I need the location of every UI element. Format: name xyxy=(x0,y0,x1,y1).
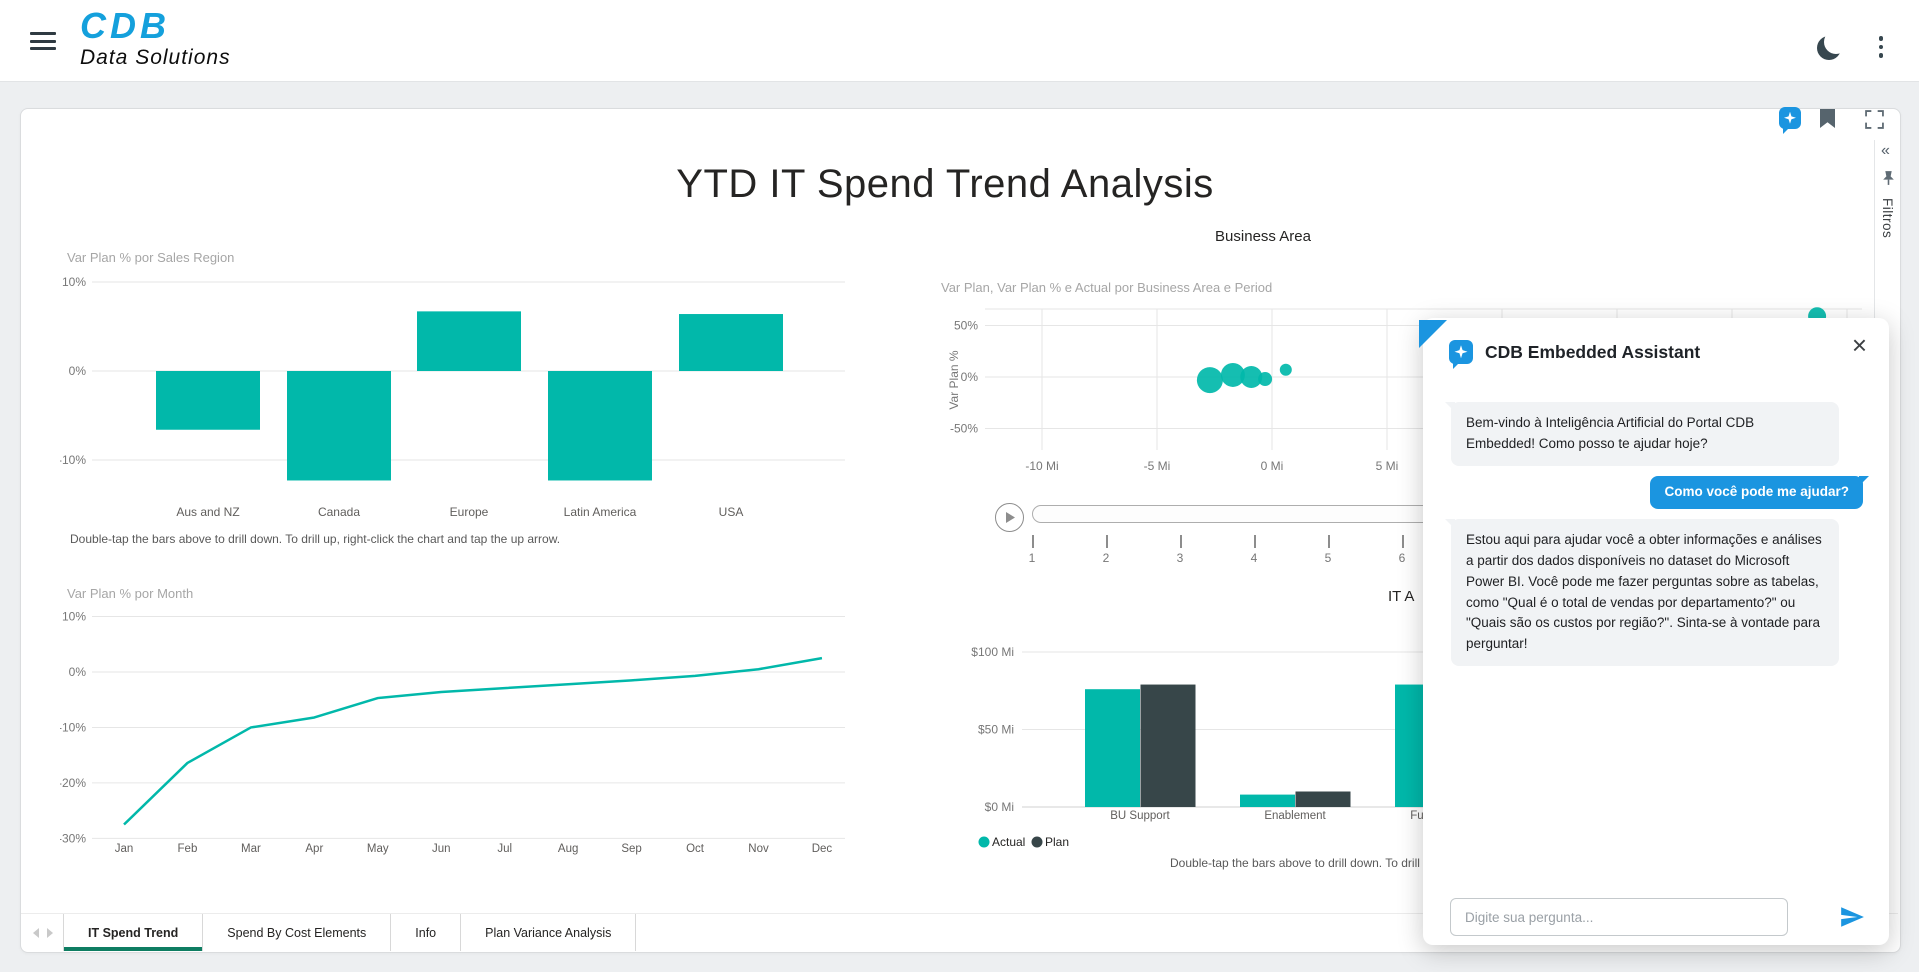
svg-text:Var Plan %: Var Plan % xyxy=(947,350,961,409)
svg-text:$50 Mi: $50 Mi xyxy=(978,723,1014,737)
send-icon[interactable] xyxy=(1839,904,1865,930)
svg-text:Dec: Dec xyxy=(812,843,833,855)
svg-text:$100 Mi: $100 Mi xyxy=(971,645,1014,659)
sparkle-icon xyxy=(1784,111,1796,124)
svg-text:-10%: -10% xyxy=(60,720,86,734)
play-tick xyxy=(1328,535,1330,548)
svg-text:Jul: Jul xyxy=(497,843,512,855)
fullscreen-icon[interactable] xyxy=(1865,110,1884,129)
svg-text:Enablement: Enablement xyxy=(1264,810,1326,822)
svg-text:0%: 0% xyxy=(961,370,979,384)
play-tick xyxy=(1032,535,1034,548)
svg-text:-5 Mi: -5 Mi xyxy=(1144,459,1171,473)
svg-text:0 Mi: 0 Mi xyxy=(1261,459,1284,473)
svg-text:Europe: Europe xyxy=(450,505,489,519)
expand-filters-icon[interactable]: « xyxy=(1881,142,1890,159)
svg-text:Canada: Canada xyxy=(318,505,360,519)
svg-text:May: May xyxy=(367,843,389,855)
svg-text:10%: 10% xyxy=(62,275,86,289)
svg-text:BU Support: BU Support xyxy=(1110,810,1170,822)
month-line-chart[interactable]: 10% 0% -10% -20% -30% Jan Feb Mar Apr May Jun Jul Au… xyxy=(60,580,860,870)
svg-text:Sep: Sep xyxy=(621,843,641,855)
tabs-previous-icon[interactable] xyxy=(33,927,39,938)
assistant-question-input[interactable] xyxy=(1450,898,1788,936)
region-chart-footnote: Double-tap the bars above to drill down.… xyxy=(70,532,561,546)
svg-text:Jun: Jun xyxy=(432,843,451,855)
play-tick-label: 1 xyxy=(1028,551,1036,565)
grouped-chart-footnote: Double-tap the bars above to drill down.… xyxy=(1170,856,1430,870)
month-line-chart-title: Var Plan % por Month xyxy=(67,586,194,601)
play-tick-label: 4 xyxy=(1250,551,1258,565)
assistant-messages: Bem-vindo à Inteligência Artificial do P… xyxy=(1445,402,1869,667)
play-icon xyxy=(1006,512,1015,523)
tab-info[interactable]: Info xyxy=(391,914,462,951)
play-tick xyxy=(1254,535,1256,548)
svg-text:-30%: -30% xyxy=(60,831,86,845)
svg-text:Latin America: Latin America xyxy=(564,505,637,519)
play-tick-label: 5 xyxy=(1324,551,1332,565)
chat-message-bot: Bem-vindo à Inteligência Artificial do P… xyxy=(1445,402,1839,466)
menu-icon[interactable] xyxy=(30,32,56,50)
svg-text:Fu: Fu xyxy=(1410,810,1423,822)
svg-text:-10%: -10% xyxy=(60,453,86,467)
svg-text:$0 Mi: $0 Mi xyxy=(985,800,1014,814)
filters-pane-label: Filtros xyxy=(1880,198,1895,239)
panel-corner-fold xyxy=(1419,320,1447,348)
scatter-chart-title: Var Plan, Var Plan % e Actual por Busine… xyxy=(941,280,1273,295)
svg-text:-10 Mi: -10 Mi xyxy=(1025,459,1058,473)
sparkle-icon xyxy=(1454,345,1468,359)
assistant-header: CDB Embedded Assistant × xyxy=(1423,318,1889,378)
play-tick-label: 2 xyxy=(1102,551,1110,565)
tab-spend-by-cost-elements[interactable]: Spend By Cost Elements xyxy=(203,914,392,951)
bookmark-icon[interactable] xyxy=(1820,109,1835,128)
svg-text:Jan: Jan xyxy=(115,843,134,855)
svg-text:-20%: -20% xyxy=(60,776,86,790)
play-axis-button[interactable] xyxy=(995,503,1024,532)
svg-text:Actual: Actual xyxy=(992,835,1025,849)
overflow-menu-icon[interactable] xyxy=(1878,36,1884,64)
close-icon[interactable]: × xyxy=(1851,330,1867,360)
svg-text:Apr: Apr xyxy=(305,843,323,855)
svg-text:Oct: Oct xyxy=(686,843,705,855)
logo-primary: CDB xyxy=(80,5,170,46)
svg-text:USA: USA xyxy=(719,505,744,519)
svg-text:Aus and NZ: Aus and NZ xyxy=(176,505,239,519)
play-tick-label: 6 xyxy=(1398,551,1406,565)
svg-text:0%: 0% xyxy=(69,364,87,378)
assistant-title: CDB Embedded Assistant xyxy=(1485,342,1701,362)
svg-text:10%: 10% xyxy=(62,610,86,624)
logo: CDB Data Solutions xyxy=(80,5,231,69)
app-header: CDB Data Solutions xyxy=(0,0,1919,82)
svg-text:50%: 50% xyxy=(954,319,978,333)
svg-text:5 Mi: 5 Mi xyxy=(1376,459,1399,473)
dark-mode-toggle-icon[interactable] xyxy=(1817,36,1841,60)
region-bar-chart[interactable]: 10% 0% -10% Aus and NZ Canada Europe Latin Ame… xyxy=(60,246,860,556)
tab-plan-variance-analysis[interactable]: Plan Variance Analysis xyxy=(461,914,637,951)
region-bar-chart-title: Var Plan % por Sales Region xyxy=(67,250,235,265)
svg-text:Nov: Nov xyxy=(748,843,769,855)
svg-text:0%: 0% xyxy=(69,665,87,679)
svg-text:Feb: Feb xyxy=(178,843,198,855)
assistant-chat-icon[interactable] xyxy=(1779,107,1801,134)
tab-it-spend-trend[interactable]: IT Spend Trend xyxy=(63,914,204,951)
svg-text:Plan: Plan xyxy=(1045,835,1069,849)
tabs-next-icon[interactable] xyxy=(47,927,53,938)
grouped-bar-chart-title: IT A xyxy=(1388,588,1415,605)
svg-text:-50%: -50% xyxy=(950,422,978,436)
chat-message-bot: Estou aqui para ajudar você a obter info… xyxy=(1445,518,1839,667)
play-tick xyxy=(1180,535,1182,548)
logo-secondary: Data Solutions xyxy=(80,46,231,69)
play-tick xyxy=(1106,535,1108,548)
svg-text:Mar: Mar xyxy=(241,843,261,855)
chat-message-user: Como você pode me ajudar? xyxy=(1650,475,1869,509)
page-title: YTD IT Spend Trend Analysis xyxy=(676,162,1214,206)
svg-text:Aug: Aug xyxy=(558,843,578,855)
scatter-legend-title: Business Area xyxy=(1215,228,1311,245)
play-tick-label: 3 xyxy=(1176,551,1184,565)
assistant-panel: CDB Embedded Assistant × Bem-vindo à Int… xyxy=(1419,318,1889,945)
pin-filters-icon[interactable] xyxy=(1880,170,1897,186)
play-tick xyxy=(1402,535,1404,548)
assistant-chat-icon xyxy=(1449,340,1473,369)
